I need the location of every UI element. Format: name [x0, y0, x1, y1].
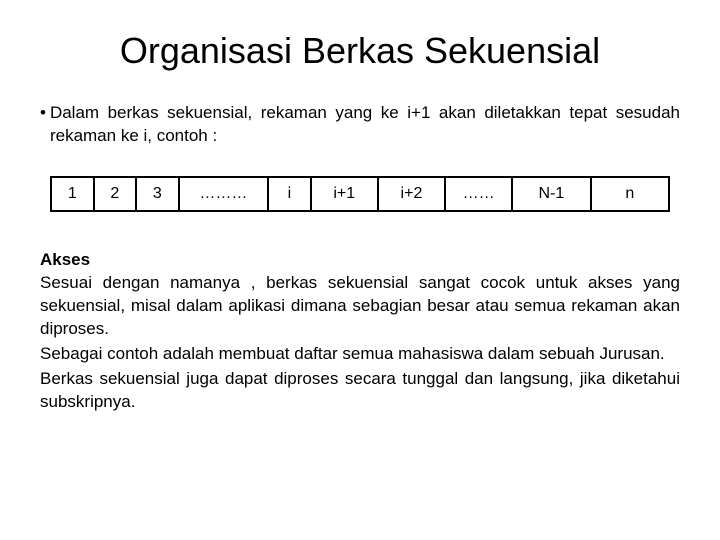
slide-title: Organisasi Berkas Sekuensial [40, 30, 680, 72]
bullet-icon: • [40, 102, 46, 125]
akses-paragraph: Berkas sekuensial juga dapat diproses se… [40, 368, 680, 414]
table-cell: 2 [94, 177, 137, 211]
akses-heading: Akses [40, 250, 680, 270]
sequence-table: 1 2 3 ……… i i+1 i+2 …… N-1 n [50, 176, 670, 212]
table-row: 1 2 3 ……… i i+1 i+2 …… N-1 n [51, 177, 669, 211]
table-cell: 1 [51, 177, 94, 211]
table-cell: ……… [179, 177, 269, 211]
akses-section: Akses Sesuai dengan namanya , berkas sek… [40, 250, 680, 414]
intro-paragraph: • Dalam berkas sekuensial, rekaman yang … [40, 102, 680, 148]
table-cell: 3 [136, 177, 179, 211]
table-cell: i+1 [311, 177, 378, 211]
table-cell: i [268, 177, 311, 211]
table-cell: …… [445, 177, 512, 211]
table-cell: i+2 [378, 177, 445, 211]
table-cell: n [591, 177, 669, 211]
table-cell: N-1 [512, 177, 590, 211]
akses-paragraph: Sebagai contoh adalah membuat daftar sem… [40, 343, 680, 366]
sequence-table-wrap: 1 2 3 ……… i i+1 i+2 …… N-1 n [40, 176, 680, 212]
akses-paragraph: Sesuai dengan namanya , berkas sekuensia… [40, 272, 680, 341]
intro-text: Dalam berkas sekuensial, rekaman yang ke… [50, 102, 680, 148]
